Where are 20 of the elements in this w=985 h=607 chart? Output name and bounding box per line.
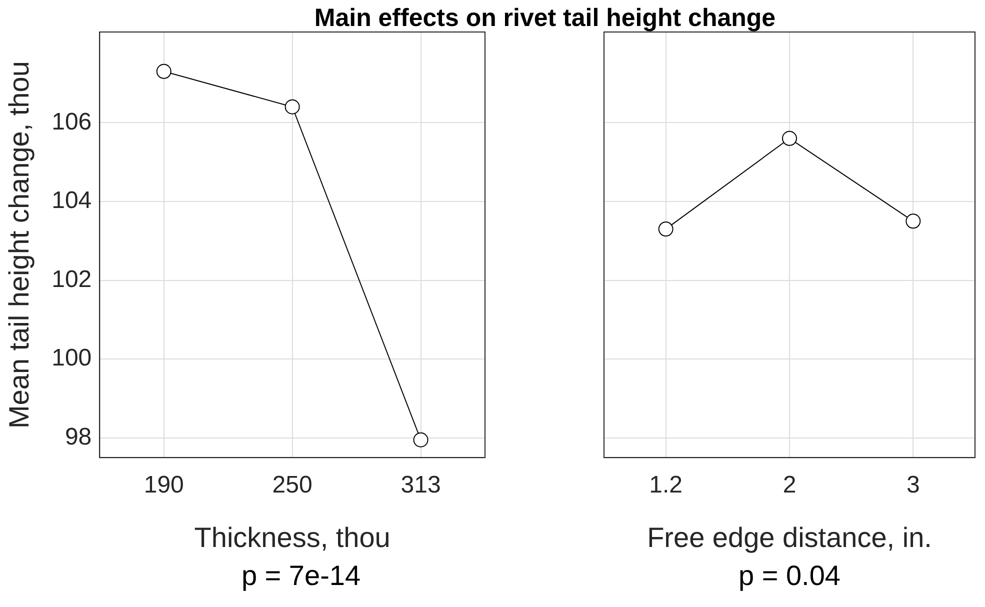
text: p = 7e-14 [240, 560, 362, 592]
y-tick-label: 100 [52, 344, 92, 372]
x-axis-title: Free edge distance, in. [647, 522, 932, 553]
x-tick-label: 2 [782, 472, 796, 499]
y-tick-label: 106 [52, 108, 92, 136]
y-tick-label: 102 [52, 266, 92, 293]
y-tick-label: 104 [52, 187, 92, 214]
point [156, 64, 172, 79]
y-tick-label: 98 [64, 424, 92, 451]
point [413, 432, 428, 448]
text: p = 0.04 [738, 560, 842, 592]
x-tick-label: 313 [400, 472, 441, 499]
x-tick-label: 250 [272, 472, 312, 499]
x-tick-label: 190 [144, 472, 184, 499]
x-tick-label: 1.2 [649, 472, 683, 499]
y-axis-title: Mean tail height change, thou [4, 61, 35, 428]
x-tick-label: 3 [906, 472, 920, 499]
text: Main effects on rivet tail height change [313, 4, 777, 33]
point [284, 99, 300, 114]
x-axis-title: Thickness, thou [194, 522, 390, 553]
